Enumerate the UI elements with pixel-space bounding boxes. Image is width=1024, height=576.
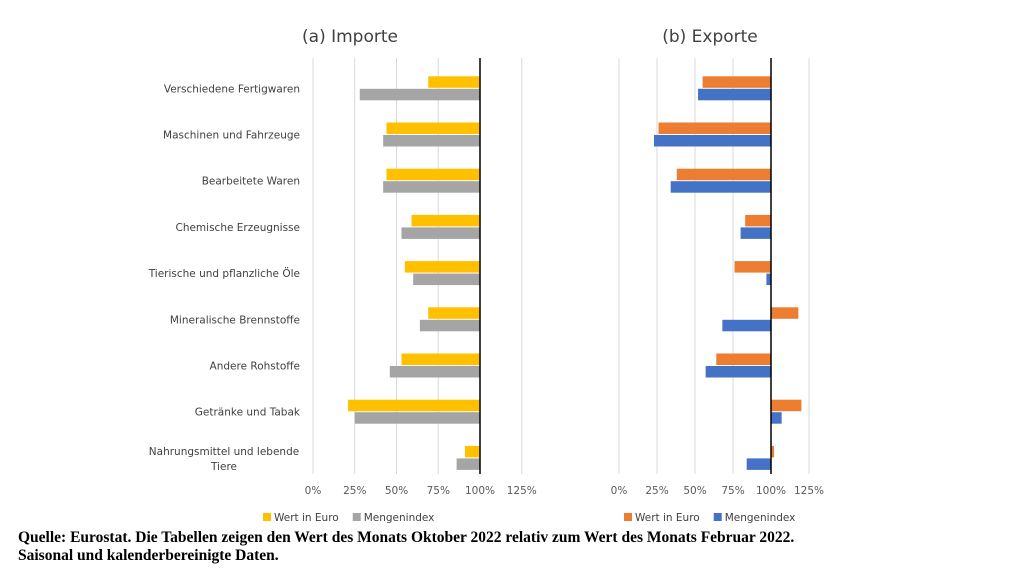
imports-chart: (a) Importe 0% 25% 50% 75% 100% 125% Verschiede… [148, 27, 537, 524]
x-tick-label: 75% [721, 485, 744, 497]
bar [670, 181, 771, 193]
bar [746, 458, 771, 470]
legend-swatch [352, 513, 361, 521]
bar [771, 412, 782, 424]
bar [771, 307, 799, 319]
bar [464, 445, 480, 458]
source-note-line-1: Quelle: Eurostat. Die Tabellen zeigen de… [18, 529, 795, 546]
bar [354, 412, 480, 424]
bar [658, 122, 771, 134]
x-tick-label: 125% [507, 485, 537, 497]
bar [740, 227, 771, 239]
category-label: Verschiedene Fertigwaren [164, 83, 300, 95]
bar [722, 319, 771, 332]
bar [653, 135, 771, 147]
source-note: Quelle: Eurostat. Die Tabellen zeigen de… [18, 529, 1008, 565]
category-label: Mineralische Brennstoffe [170, 314, 300, 326]
category-label: Getränke und Tabak [195, 407, 301, 419]
category-label: Tierische und pflanzliche Öle [148, 267, 300, 280]
exports-chart: (b) Exporte 0% 25% 50% 75% 100% 125% Wert in Eu… [611, 27, 824, 524]
bar [401, 227, 480, 239]
legend-swatch [263, 513, 271, 521]
bar [386, 168, 480, 181]
bar [705, 366, 771, 378]
x-tick-label: 25% [645, 485, 668, 497]
bar [734, 261, 771, 273]
bar [745, 214, 771, 227]
chart-title: (b) Exporte [662, 27, 758, 47]
category-label: Andere Rohstoffe [210, 361, 300, 373]
x-tick-label: 0% [305, 485, 322, 497]
x-tick-label: 75% [427, 485, 450, 497]
bar [428, 76, 480, 88]
x-tick-label: 0% [611, 485, 628, 497]
category-label: Bearbeitete Waren [202, 176, 300, 188]
legend-label: Wert in Euro [635, 512, 700, 524]
bar [771, 399, 802, 412]
bar [456, 458, 480, 470]
bar [766, 273, 771, 286]
bar [771, 445, 775, 458]
bar [698, 88, 771, 101]
bar [348, 399, 480, 412]
bar [676, 168, 771, 181]
bar [359, 88, 480, 101]
bar [428, 307, 480, 319]
bar [419, 319, 480, 332]
bar [401, 353, 480, 365]
category-label: Nahrungsmittel und lebende Tiere [149, 446, 299, 473]
bar [413, 273, 480, 286]
legend-label: Wert in Euro [274, 512, 339, 524]
bar [404, 261, 480, 273]
x-tick-label: 25% [343, 485, 366, 497]
x-tick-label: 100% [756, 485, 786, 497]
chart-title: (a) Importe [302, 27, 398, 47]
bar [702, 76, 771, 88]
category-label: Maschinen und Fahrzeuge [163, 130, 300, 142]
bar [389, 366, 480, 378]
x-tick-label: 50% [683, 485, 706, 497]
x-tick-label: 125% [794, 485, 824, 497]
legend-swatch [713, 513, 722, 521]
bar [716, 353, 771, 365]
legend-label: Mengenindex [364, 512, 435, 524]
bar [383, 181, 480, 193]
source-note-line-2: Saisonal und kalenderbereinigte Daten. [18, 547, 279, 564]
bar [411, 214, 480, 227]
category-label: Chemische Erzeugnisse [175, 222, 300, 234]
bar [383, 135, 480, 147]
x-tick-label: 100% [465, 485, 495, 497]
legend-swatch [624, 513, 632, 521]
bar [386, 122, 480, 134]
legend-label: Mengenindex [725, 512, 796, 524]
x-tick-label: 50% [385, 485, 408, 497]
